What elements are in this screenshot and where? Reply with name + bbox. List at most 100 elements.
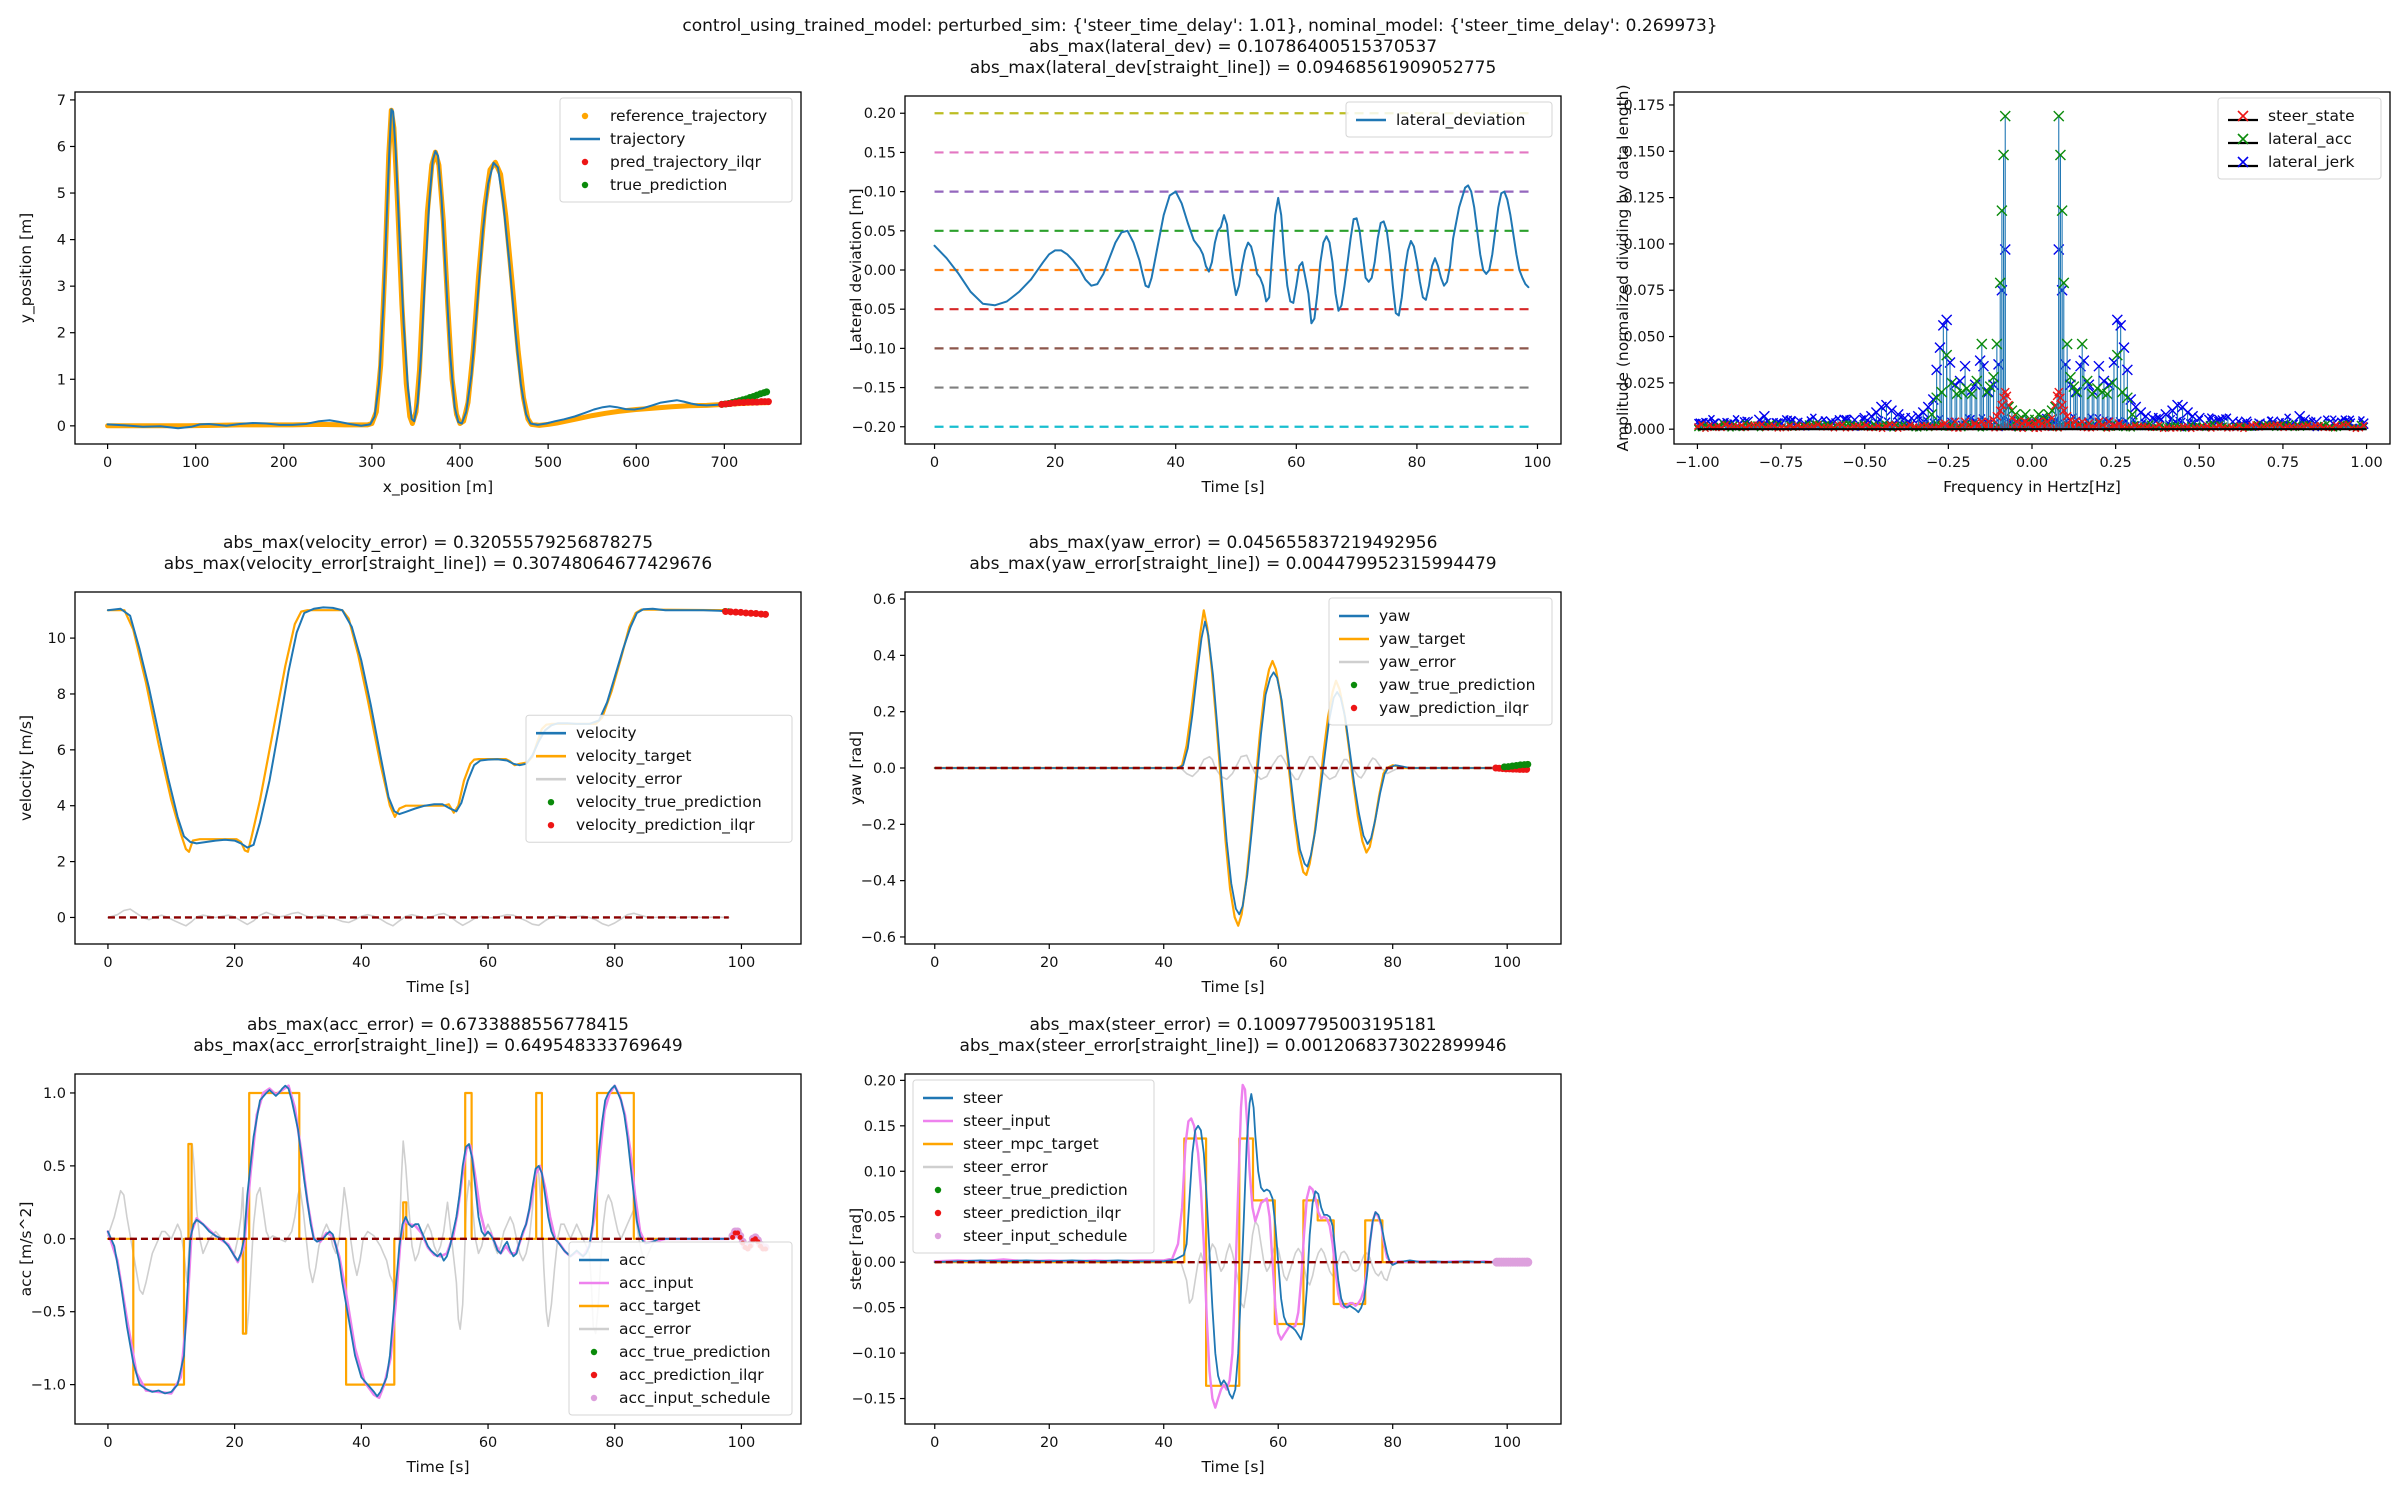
trajectory-legend-label: true_prediction bbox=[610, 176, 727, 195]
lateral_dev-svg: abs_max(lateral_dev) = 0.107864005153705… bbox=[847, 37, 1562, 496]
trajectory-xtick-label: 100 bbox=[182, 455, 210, 471]
trajectory-ytick-label: 5 bbox=[57, 186, 66, 202]
acc-xtick-label: 60 bbox=[479, 1435, 497, 1451]
fft-series bbox=[1693, 110, 2369, 433]
velocity-series-velocity_error bbox=[107, 908, 730, 927]
steer-ytick-label: −0.05 bbox=[852, 1301, 896, 1317]
frequency-amplitude-plot: −1.00 −0.75 −0.50 −0.25 0.00 0.25 0.50 0.75 1.00… bbox=[1612, 58, 2400, 510]
acc-legend-item-acc_target: acc_target bbox=[579, 1297, 700, 1316]
steer-legend-label: steer_input_schedule bbox=[963, 1227, 1127, 1246]
yaw-svg: abs_max(yaw_error) = 0.04565583721949295… bbox=[847, 533, 1562, 996]
lateral_dev-ytick-label: 0.20 bbox=[864, 106, 896, 122]
fft-xtick-label: −0.50 bbox=[1842, 455, 1886, 471]
acc-xtick-label: 0 bbox=[103, 1435, 112, 1451]
yaw-plot: abs_max(yaw_error) = 0.04565583721949295… bbox=[845, 532, 1575, 1010]
acc-xtick-label: 100 bbox=[728, 1435, 756, 1451]
fft-xtick-label: 1.00 bbox=[2350, 455, 2382, 471]
fft-legend-label: lateral_acc bbox=[2268, 130, 2352, 149]
trajectory-ytick-label: 3 bbox=[57, 279, 66, 295]
trajectory-ytick-label: 2 bbox=[57, 326, 66, 342]
lateral_dev-xtick-label: 60 bbox=[1287, 455, 1305, 471]
steer-series bbox=[933, 1083, 1533, 1409]
yaw-legend-label: yaw_true_prediction bbox=[1379, 676, 1535, 695]
velocity-ytick-label: 10 bbox=[48, 631, 66, 647]
acc-legend-item-acc_input: acc_input bbox=[579, 1274, 693, 1293]
trajectory-ytick-label: 0 bbox=[57, 419, 66, 435]
velocity-legend-label: velocity bbox=[576, 724, 637, 742]
trajectory-ytick-label: 6 bbox=[57, 139, 66, 155]
velocity-ytick-label: 6 bbox=[57, 743, 66, 759]
lateral_dev-ytick-label: −0.20 bbox=[852, 420, 896, 436]
velocity-legend-item-velocity: velocity bbox=[536, 724, 637, 742]
velocity-legend-label: velocity_prediction_ilqr bbox=[576, 816, 755, 835]
steer-ytick-label: 0.00 bbox=[864, 1255, 896, 1271]
yaw-legend-item-yaw_error: yaw_error bbox=[1339, 653, 1456, 672]
yaw-series bbox=[933, 609, 1532, 927]
yaw-xtick-label: 40 bbox=[1155, 955, 1173, 971]
trajectory-ylabel: y_position [m] bbox=[17, 213, 36, 323]
fft-legend: steer_state lateral_acc lateral_jerk bbox=[2217, 97, 2382, 180]
yaw-title-line-1: abs_max(yaw_error) = 0.04565583721949295… bbox=[1029, 533, 1438, 553]
fft-xtick-label: 0.50 bbox=[2183, 455, 2215, 471]
yaw-ytick-label: −0.2 bbox=[861, 817, 896, 833]
lateral_dev-xtick-label: 0 bbox=[930, 455, 939, 471]
velocity-ytick-label: 0 bbox=[57, 910, 66, 926]
acc-ytick-label: 1.0 bbox=[43, 1086, 66, 1102]
steer-legend: steer steer_input steer_mpc_target steer_er… bbox=[912, 1079, 1155, 1254]
yaw-legend-item-yaw_true_prediction: yaw_true_prediction bbox=[1350, 676, 1535, 695]
steer-legend-item-steer_true_prediction: steer_true_prediction bbox=[934, 1181, 1128, 1200]
figure-suptitle: control_using_trained_model: perturbed_s… bbox=[682, 16, 1718, 36]
acc-legend-item-acc_prediction_ilqr: acc_prediction_ilqr bbox=[590, 1366, 764, 1385]
steer-ytick-label: 0.20 bbox=[864, 1073, 896, 1089]
trajectory-legend-item-reference_trajectory: reference_trajectory bbox=[581, 107, 767, 126]
lateral_dev-ytick-label: −0.05 bbox=[852, 302, 896, 318]
velocity-ytick-label: 8 bbox=[57, 687, 66, 703]
yaw-xtick-label: 80 bbox=[1383, 955, 1401, 971]
fft-axes-box bbox=[1673, 91, 2391, 445]
lateral_dev-ytick-label: −0.15 bbox=[852, 381, 896, 397]
fft-ytick-label: 0.175 bbox=[1623, 98, 1665, 114]
acc-ytick-label: 0.5 bbox=[43, 1159, 66, 1175]
acc-legend-label: acc_target bbox=[619, 1297, 700, 1316]
fft-xtick-label: 0.25 bbox=[2099, 455, 2131, 471]
yaw-ytick-label: 0.4 bbox=[873, 648, 896, 664]
trajectory-xtick-label: 0 bbox=[103, 455, 112, 471]
velocity-ylabel: velocity [m/s] bbox=[17, 715, 35, 821]
acc-legend-item-acc_true_prediction: acc_true_prediction bbox=[590, 1343, 771, 1362]
steer-ytick-label: −0.15 bbox=[852, 1392, 896, 1408]
velocity-legend-item-velocity_target: velocity_target bbox=[536, 747, 691, 766]
lateral_dev-xtick-label: 100 bbox=[1524, 455, 1552, 471]
acc-series-acc bbox=[107, 1084, 730, 1398]
trajectory-legend-label: pred_trajectory_ilqr bbox=[610, 153, 762, 172]
fft-xtick-label: 0.00 bbox=[2016, 455, 2048, 471]
trajectory-legend: reference_trajectory trajectory pred_traje… bbox=[559, 97, 793, 203]
velocity-xtick-label: 0 bbox=[103, 955, 112, 971]
yaw-ytick-label: 0.6 bbox=[873, 592, 896, 608]
acc-xlabel: Time [s] bbox=[405, 1458, 469, 1476]
yaw-legend-label: yaw_target bbox=[1379, 630, 1465, 649]
fft-ytick-label: 0.100 bbox=[1623, 237, 1665, 253]
trajectory-xtick-label: 700 bbox=[711, 455, 739, 471]
velocity-svg: abs_max(velocity_error) = 0.320555792568… bbox=[17, 533, 802, 996]
trajectory-plot: 0 100 200 300 400 500 600 700 0 1 2 3 4 5 6 7 x_position… bbox=[15, 58, 815, 510]
trajectory-series bbox=[105, 107, 772, 430]
yaw-ticks: 0 20 40 60 80 100 −0.6 −0.4 −0.2 0.0 0.2 0.4 0.6 bbox=[861, 592, 1521, 971]
fft-xtick-label: −1.00 bbox=[1675, 455, 1719, 471]
trajectory-legend-item-true_prediction: true_prediction bbox=[581, 176, 727, 195]
steer-legend-label: steer_true_prediction bbox=[963, 1181, 1128, 1200]
steer-legend-label: steer_error bbox=[963, 1158, 1048, 1177]
trajectory-xlabel: x_position [m] bbox=[383, 478, 493, 497]
fft-legend-label: steer_state bbox=[2268, 107, 2355, 126]
steer-ytick-label: 0.15 bbox=[864, 1119, 896, 1135]
fft-legend-item-lateral_acc: lateral_acc bbox=[2228, 130, 2352, 149]
velocity-xtick-label: 20 bbox=[225, 955, 243, 971]
steer-xtick-label: 0 bbox=[930, 1435, 939, 1451]
steer-xlabel: Time [s] bbox=[1200, 1458, 1264, 1476]
yaw-legend-label: yaw_error bbox=[1379, 653, 1456, 672]
trajectory-xtick-label: 300 bbox=[358, 455, 386, 471]
velocity-ytick-label: 4 bbox=[57, 799, 66, 815]
acc-title-line-1: abs_max(acc_error) = 0.6733888556778415 bbox=[247, 1015, 629, 1035]
fft-ylabel: Amplitude (normalized dividing by data l… bbox=[1614, 84, 1632, 451]
fft-legend-label: lateral_jerk bbox=[2268, 153, 2355, 172]
lateral_dev-ticks: 0 20 40 60 80 100 −0.20 −0.15 −0.10 −0.05 0.00 0.05… bbox=[852, 106, 1552, 471]
